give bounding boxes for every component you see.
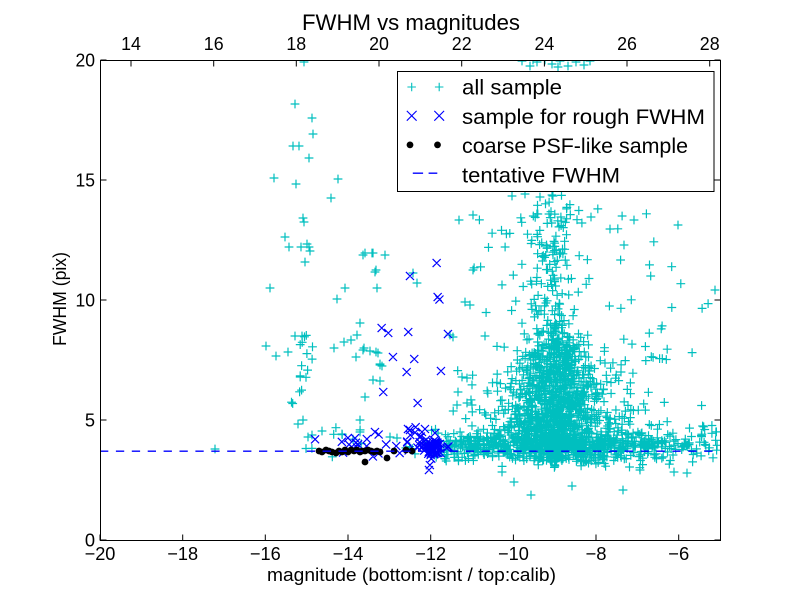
svg-text:5: 5: [85, 410, 95, 431]
svg-text:−6: −6: [668, 543, 689, 564]
svg-text:−8: −8: [586, 543, 607, 564]
svg-text:10: 10: [76, 290, 96, 311]
svg-text:coarse PSF-like sample: coarse PSF-like sample: [462, 134, 688, 158]
svg-text:26: 26: [617, 33, 637, 54]
svg-text:14: 14: [121, 33, 141, 54]
svg-text:−12: −12: [415, 543, 446, 564]
svg-text:−16: −16: [250, 543, 281, 564]
svg-text:−14: −14: [333, 543, 364, 564]
svg-text:20: 20: [369, 33, 389, 54]
svg-text:all sample: all sample: [462, 76, 562, 100]
svg-text:16: 16: [204, 33, 224, 54]
svg-text:FWHM (pix): FWHM (pix): [49, 252, 70, 346]
svg-text:18: 18: [286, 33, 306, 54]
svg-text:0: 0: [85, 530, 95, 551]
svg-text:−10: −10: [498, 543, 529, 564]
svg-text:28: 28: [700, 33, 720, 54]
svg-text:15: 15: [76, 170, 96, 191]
svg-text:22: 22: [452, 33, 472, 54]
svg-text:20: 20: [76, 50, 96, 71]
svg-text:magnitude (bottom:isnt / top:c: magnitude (bottom:isnt / top:calib): [267, 564, 556, 585]
svg-text:−20: −20: [85, 543, 116, 564]
svg-text:FWHM vs magnitudes: FWHM vs magnitudes: [302, 10, 520, 35]
svg-text:sample for rough FWHM: sample for rough FWHM: [462, 105, 705, 129]
svg-text:−18: −18: [167, 543, 198, 564]
svg-text:24: 24: [535, 33, 555, 54]
svg-text:tentative FWHM: tentative FWHM: [462, 163, 620, 187]
